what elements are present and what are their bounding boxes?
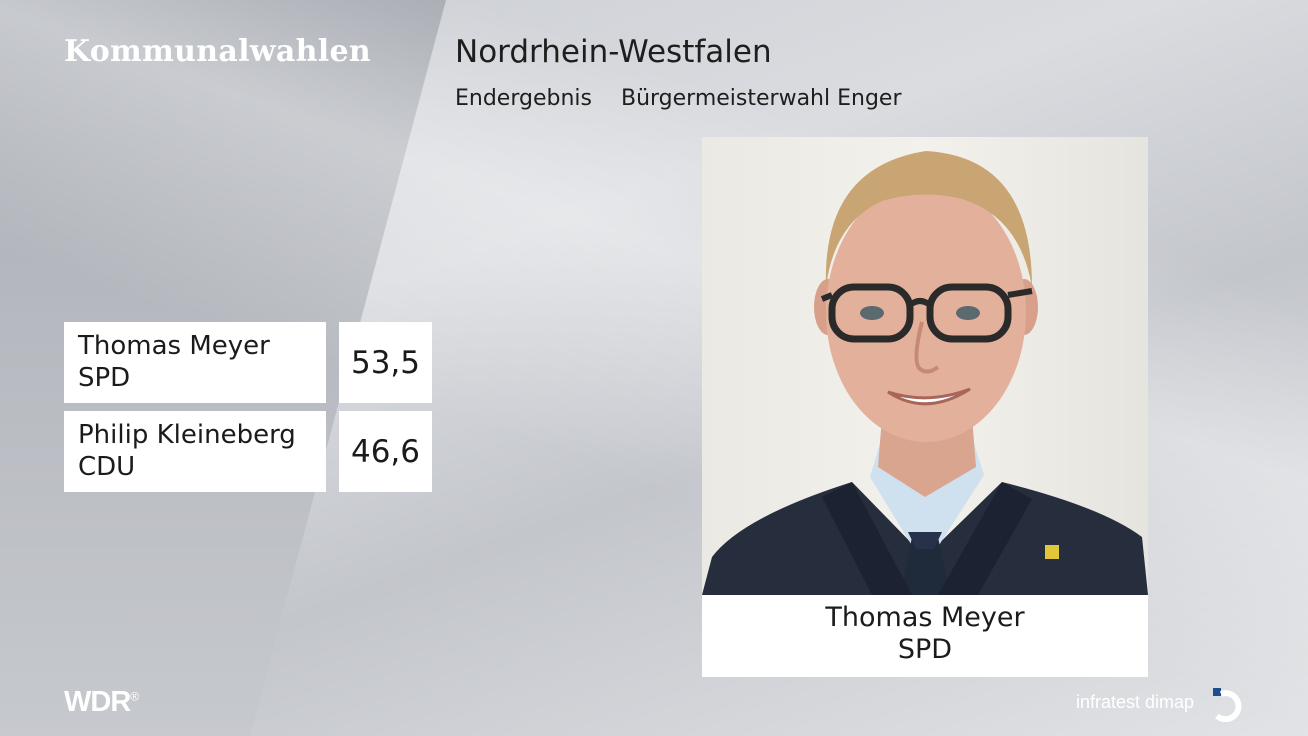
portrait-illustration [702,151,1148,595]
infratest-dimap-logo-icon [1213,688,1242,722]
caption-party: SPD [897,634,953,665]
candidate-party: CDU [78,452,136,482]
result-status: Endergebnis [455,86,592,111]
winner-photo-card: Thomas Meyer SPD [702,137,1148,677]
candidate-party: SPD [78,363,131,393]
candidate-portrait [702,137,1148,595]
candidate-value: 46,6 [339,411,432,492]
election-name: Bürgermeisterwahl Enger [620,86,902,111]
candidate-box: Philip Kleineberg CDU [64,411,326,492]
brand-title: Kommunalwahlen [64,34,371,69]
candidate-box: Thomas Meyer SPD [64,322,326,403]
candidate-name: Philip Kleineberg [78,420,296,450]
registered-mark: ® [130,689,140,704]
candidate-value: 53,5 [339,322,432,403]
wdr-logo: WDR® [64,686,139,719]
wdr-logo-text: WDR [64,686,131,718]
subtitle-line: Endergebnis Bürgermeisterwahl Enger [455,86,924,111]
photo-caption: Thomas Meyer SPD [702,595,1148,677]
caption-name: Thomas Meyer [825,602,1025,633]
region-title: Nordrhein-Westfalen [455,34,772,70]
candidate-name: Thomas Meyer [78,331,270,361]
pollster-logo-text: infratest dimap [1076,692,1195,712]
